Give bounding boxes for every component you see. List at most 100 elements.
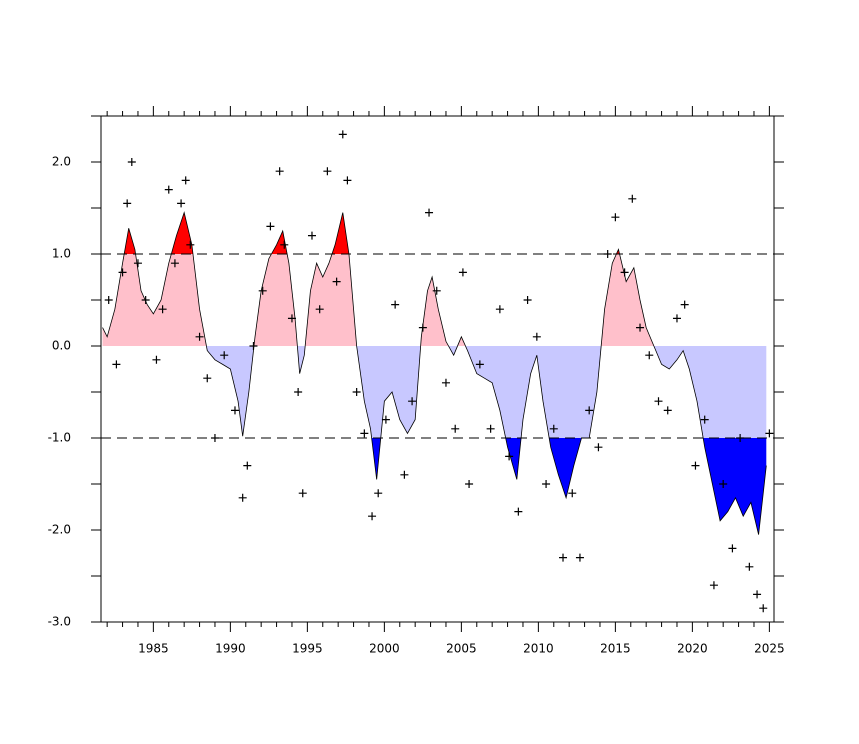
data-point xyxy=(514,507,523,516)
x-tick-label: 2015 xyxy=(600,642,631,656)
data-point xyxy=(645,351,654,360)
data-point xyxy=(258,286,267,295)
data-point xyxy=(654,397,663,406)
data-point xyxy=(451,424,460,433)
data-point xyxy=(164,185,173,194)
data-point xyxy=(374,489,383,498)
data-point xyxy=(736,434,745,442)
data-point xyxy=(753,590,762,599)
data-point xyxy=(195,332,204,341)
data-point xyxy=(465,480,474,488)
data-point xyxy=(532,332,541,341)
data-point xyxy=(765,429,774,438)
data-point xyxy=(275,167,284,176)
y-tick-label: 1.0 xyxy=(52,247,71,261)
data-point xyxy=(505,452,514,461)
data-point xyxy=(559,553,568,562)
y-tick-label: 0.0 xyxy=(52,339,71,353)
data-point xyxy=(585,406,594,415)
x-tick-label: 1985 xyxy=(138,642,169,656)
data-point xyxy=(700,415,709,424)
data-point xyxy=(152,355,161,364)
data-point xyxy=(672,314,681,323)
data-point xyxy=(458,268,467,277)
x-tick-label: 1990 xyxy=(215,642,246,656)
data-point xyxy=(249,342,258,350)
data-point xyxy=(575,553,584,562)
data-point xyxy=(323,167,332,176)
data-point xyxy=(220,351,229,360)
data-point xyxy=(636,323,645,332)
data-point xyxy=(400,470,409,479)
data-point xyxy=(408,397,417,406)
plot-frame xyxy=(100,115,775,623)
data-point xyxy=(294,388,303,396)
data-point xyxy=(719,480,728,488)
data-point xyxy=(266,222,275,231)
data-point xyxy=(381,415,390,424)
data-point xyxy=(243,461,252,470)
data-point xyxy=(603,250,612,258)
data-point xyxy=(663,406,672,415)
x-tick-label: 2010 xyxy=(523,642,554,656)
data-point xyxy=(368,512,377,521)
data-point xyxy=(280,240,289,249)
data-point xyxy=(391,300,400,309)
data-point xyxy=(338,130,347,139)
data-point xyxy=(104,296,113,304)
smoothed-line xyxy=(102,211,767,535)
y-tick-label: -3.0 xyxy=(48,615,71,629)
x-tick-label: 2005 xyxy=(446,642,477,656)
data-point xyxy=(123,199,132,208)
data-point xyxy=(486,424,495,433)
data-point xyxy=(611,213,620,222)
data-point xyxy=(549,424,558,433)
x-tick-label: 2000 xyxy=(369,642,400,656)
data-point xyxy=(620,268,629,277)
data-point xyxy=(127,158,136,166)
data-point xyxy=(210,434,219,442)
data-point xyxy=(298,489,307,498)
data-point xyxy=(418,323,427,332)
data-point xyxy=(441,378,450,387)
data-point xyxy=(745,562,754,571)
x-tick-label: 2025 xyxy=(754,642,785,656)
y-tick-label: -1.0 xyxy=(48,431,71,445)
data-point xyxy=(425,208,434,217)
data-point xyxy=(238,493,247,502)
data-point xyxy=(133,259,142,268)
data-point xyxy=(287,314,296,323)
data-point xyxy=(628,194,637,203)
data-point xyxy=(523,296,532,304)
data-point xyxy=(186,240,195,249)
data-point xyxy=(315,305,324,314)
anomaly-fill xyxy=(371,438,767,535)
data-point xyxy=(177,199,186,208)
anomaly-fill xyxy=(102,346,767,438)
data-point xyxy=(495,305,504,314)
data-point xyxy=(112,360,121,369)
data-point xyxy=(352,388,361,396)
x-tick-label: 2020 xyxy=(677,642,708,656)
data-point xyxy=(542,480,551,488)
anomaly-fill xyxy=(124,212,620,254)
data-point xyxy=(594,443,603,452)
data-point xyxy=(691,461,700,470)
data-point xyxy=(728,544,737,553)
data-point xyxy=(307,231,316,240)
data-point xyxy=(332,277,341,286)
data-point xyxy=(568,489,577,498)
data-point xyxy=(141,296,150,304)
data-point xyxy=(170,259,179,268)
data-point xyxy=(181,176,190,185)
data-point xyxy=(475,360,484,369)
anomaly-fill xyxy=(102,254,767,346)
y-tick-label: -2.0 xyxy=(48,523,71,537)
data-point xyxy=(680,300,689,309)
y-tick-label: 2.0 xyxy=(52,155,71,169)
data-point xyxy=(230,406,239,415)
data-point xyxy=(158,305,167,314)
x-tick-label: 1995 xyxy=(292,642,323,656)
data-point xyxy=(759,604,768,613)
